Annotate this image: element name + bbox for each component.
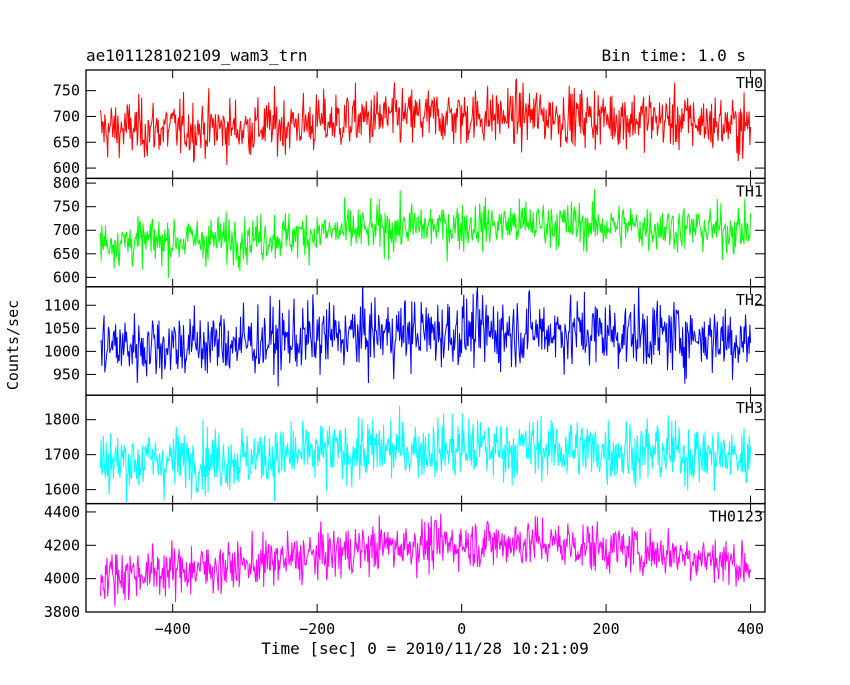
y-tick-label: 3800 [44, 603, 80, 621]
panel-frame [85, 502, 766, 613]
series-line-th1 [99, 189, 752, 278]
series-line-th0123 [99, 513, 752, 607]
series-line-th0 [99, 78, 752, 166]
y-tick-label: 700 [53, 221, 80, 239]
y-tick-label: 950 [53, 365, 80, 383]
y-tick-label: 1000 [44, 342, 80, 360]
x-tick-label: 200 [593, 620, 620, 638]
panel-label-th0123: TH0123 [709, 508, 763, 526]
y-tick-label: 4200 [44, 536, 80, 554]
x-axis-label: Time [sec] 0 = 2010/11/28 10:21:09 [261, 639, 589, 658]
series-line-th3 [99, 405, 752, 503]
panel-label-th3: TH3 [736, 399, 763, 417]
panel-label-th0: TH0 [736, 74, 763, 92]
bin-time-label: Bin time: 1.0 s [602, 46, 747, 65]
y-tick-label: 1700 [44, 446, 80, 464]
panels-group: 600 650 700 750 TH0 600 650 700 750 800 TH1 950 1000… [44, 69, 766, 621]
y-tick-label: 800 [53, 174, 80, 192]
y-tick-label: 750 [53, 82, 80, 100]
y-tick-label: 1800 [44, 411, 80, 429]
x-tick-label: 0 [457, 620, 466, 638]
y-tick-label: 600 [53, 159, 80, 177]
y-tick-label: 650 [53, 245, 80, 263]
y-tick-label: 1600 [44, 481, 80, 499]
y-tick-label: 650 [53, 133, 80, 151]
series-line-th2 [100, 286, 752, 387]
x-tick-labels: −400 −200 0 200 400 [155, 620, 764, 638]
y-tick-label: 750 [53, 198, 80, 216]
y-tick-label: 1100 [44, 296, 80, 314]
y-tick-label: 600 [53, 268, 80, 286]
x-tick-label: 400 [737, 620, 764, 638]
x-tick-label: −400 [155, 620, 191, 638]
chart-title: ae101128102109_wam3_trn [86, 46, 308, 65]
y-tick-label: 4400 [44, 503, 80, 521]
panel-label-th1: TH1 [736, 182, 763, 200]
y-tick-label: 4000 [44, 570, 80, 588]
y-axis-label: Counts/sec [4, 300, 22, 390]
panel-label-th2: TH2 [736, 291, 763, 309]
y-tick-label: 1050 [44, 319, 80, 337]
x-tick-label: −200 [299, 620, 335, 638]
y-tick-label: 700 [53, 107, 80, 125]
